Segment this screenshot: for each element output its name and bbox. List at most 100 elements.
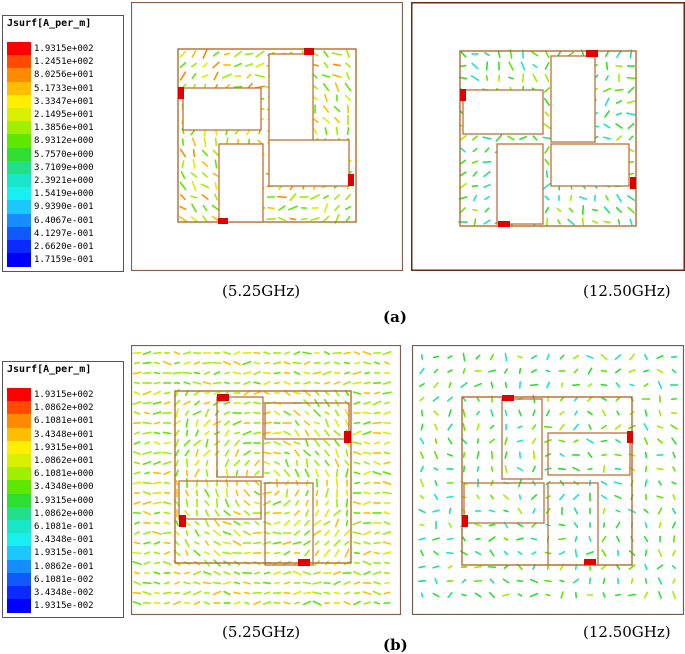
current-arrow <box>333 193 341 201</box>
current-arrow <box>529 383 539 387</box>
current-arrow <box>419 494 425 500</box>
current-arrow <box>384 581 390 585</box>
current-arrow <box>322 215 330 223</box>
current-arrow <box>344 94 352 102</box>
legend-b-label: 1.0862e+000 <box>34 508 94 519</box>
current-arrow <box>323 591 331 595</box>
current-arrow <box>591 220 599 224</box>
legend-b-label: 1.9315e+001 <box>34 442 94 453</box>
caption-a-left: (5.25GHz) <box>222 282 301 300</box>
current-arrow <box>134 431 140 435</box>
current-arrow <box>459 182 467 190</box>
current-arrow <box>557 219 561 225</box>
current-arrow <box>132 481 142 485</box>
current-arrow <box>334 439 340 447</box>
current-arrow <box>153 561 161 565</box>
current-arrow <box>476 450 480 460</box>
current-arrow <box>194 459 200 467</box>
current-arrow <box>323 351 331 355</box>
current-arrow <box>201 194 209 200</box>
current-arrow <box>174 591 180 595</box>
current-arrow <box>344 540 350 546</box>
current-arrow <box>253 370 261 376</box>
current-arrow <box>283 550 291 556</box>
slot-outline <box>216 396 264 478</box>
current-arrow <box>303 371 311 375</box>
current-arrow <box>384 561 390 565</box>
current-arrow <box>190 172 198 178</box>
port-marker <box>460 89 466 101</box>
current-arrow <box>142 481 152 485</box>
current-arrow <box>295 500 299 506</box>
current-arrow <box>614 424 622 430</box>
current-arrow <box>460 147 466 153</box>
current-arrow <box>471 62 479 70</box>
current-arrow <box>192 148 196 158</box>
current-arrow <box>474 550 482 556</box>
field-plot-b-12-50ghz <box>412 345 684 615</box>
current-arrow <box>262 421 272 425</box>
current-arrow <box>519 135 527 141</box>
current-arrow <box>222 581 232 585</box>
current-arrow <box>283 410 291 416</box>
current-arrow <box>273 440 281 446</box>
current-arrow <box>314 381 320 385</box>
current-arrow <box>474 592 482 598</box>
current-arrow <box>516 466 524 472</box>
current-arrow <box>310 194 320 200</box>
current-arrow <box>163 521 171 525</box>
current-arrow <box>517 355 523 359</box>
current-arrow <box>272 451 282 455</box>
current-arrow <box>614 354 622 360</box>
current-arrow <box>293 441 301 445</box>
current-arrow <box>420 423 424 431</box>
port-marker <box>584 559 596 565</box>
current-arrow <box>233 529 241 537</box>
current-arrow <box>223 509 231 517</box>
current-arrow <box>153 441 161 445</box>
current-arrow <box>192 410 202 416</box>
current-arrow <box>600 353 608 361</box>
current-arrow <box>671 437 677 445</box>
current-arrow <box>324 508 330 518</box>
current-arrow <box>224 439 230 447</box>
current-arrow <box>324 127 328 135</box>
current-arrow <box>448 381 452 389</box>
current-arrow <box>532 450 536 460</box>
current-arrow <box>352 520 362 526</box>
current-arrow <box>195 449 199 457</box>
current-arrow <box>255 62 265 68</box>
current-arrow <box>233 591 241 595</box>
current-arrow <box>489 578 495 584</box>
current-arrow <box>373 581 381 585</box>
current-arrow <box>292 570 302 576</box>
current-arrow <box>253 391 261 395</box>
current-arrow <box>222 541 232 545</box>
current-arrow <box>432 355 440 359</box>
current-arrow <box>504 368 508 374</box>
current-arrow <box>212 51 220 57</box>
current-arrow <box>233 431 241 435</box>
current-arrow <box>569 195 573 201</box>
current-arrow <box>175 469 179 477</box>
current-arrow <box>132 401 142 405</box>
current-arrow <box>202 62 208 68</box>
current-arrow <box>334 549 340 557</box>
current-arrow <box>142 390 152 396</box>
current-arrow <box>545 409 551 417</box>
current-arrow <box>252 531 262 535</box>
current-arrow <box>323 529 331 537</box>
current-arrow <box>448 522 452 528</box>
current-arrow <box>616 49 622 59</box>
current-arrow <box>434 480 438 486</box>
current-arrow <box>644 465 648 473</box>
current-arrow <box>143 561 151 565</box>
current-arrow <box>179 205 187 211</box>
current-arrow <box>283 519 291 527</box>
current-arrow <box>263 380 271 386</box>
current-arrow <box>353 541 361 545</box>
current-arrow <box>344 371 350 375</box>
current-arrow <box>133 580 141 586</box>
current-arrow <box>203 449 211 457</box>
current-arrow <box>173 361 181 365</box>
